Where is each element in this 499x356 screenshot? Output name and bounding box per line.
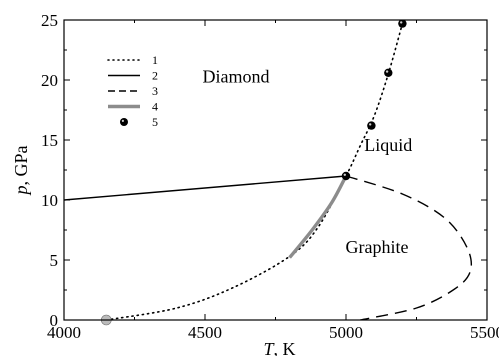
y-axis-unit: , GPa <box>11 145 31 185</box>
marker-dot <box>341 171 351 181</box>
series-5-marker <box>384 68 393 78</box>
series-5-marker <box>398 20 407 28</box>
y-tick-label: 5 <box>50 251 59 270</box>
series-1-line <box>105 22 404 320</box>
marker-highlight <box>343 173 346 176</box>
y-tick-label: 25 <box>41 11 58 30</box>
x-axis-var: T <box>263 339 275 356</box>
marker-highlight <box>400 21 403 24</box>
axes-frame <box>63 19 488 321</box>
x-tick-label: 4500 <box>188 323 222 342</box>
legend-entry-4: 4 <box>108 100 158 114</box>
region-label-diamond: Diamond <box>203 66 270 86</box>
x-axis-label: T, K <box>263 339 295 356</box>
x-axis-unit: , K <box>274 339 296 356</box>
y-tick-label: 0 <box>50 311 59 330</box>
region-label-liquid: Liquid <box>364 135 412 155</box>
y-tick-label: 10 <box>41 191 58 210</box>
legend-marker <box>120 118 128 126</box>
legend-entry-2: 2 <box>108 69 158 83</box>
plot-area <box>64 20 473 320</box>
legend-label: 3 <box>152 84 158 98</box>
legend-entry-1: 1 <box>107 53 158 67</box>
series-5-marker <box>367 121 376 130</box>
marker-highlight <box>385 70 389 73</box>
x-tick-label: 5000 <box>329 323 363 342</box>
axes: 40004500500055000510152025T, Kp, GPa <box>11 11 499 356</box>
legend-label: 5 <box>152 115 158 129</box>
legend-entry-3: 3 <box>108 84 158 98</box>
series-2-line <box>64 175 347 201</box>
x-tick-label: 4000 <box>47 323 81 342</box>
legend-label: 1 <box>152 53 158 67</box>
series-5-marker <box>341 171 351 181</box>
legend-label: 2 <box>152 69 158 83</box>
marker-dot <box>398 20 407 28</box>
marker-dot <box>367 121 376 130</box>
legend-label: 4 <box>152 100 158 114</box>
series-3-line <box>345 175 473 320</box>
series-4-line <box>288 175 348 259</box>
y-tick-label: 20 <box>41 71 58 90</box>
region-labels: Diamond Liquid Graphite <box>203 66 413 256</box>
y-axis-var: p <box>11 186 31 197</box>
y-axis-label: p, GPa <box>11 145 31 196</box>
legend: 1 23 45 <box>107 53 158 129</box>
region-label-graphite: Graphite <box>346 237 409 257</box>
marker-highlight <box>368 123 372 126</box>
marker-dot <box>384 68 393 78</box>
legend-entry-5: 5 <box>120 115 158 129</box>
legend-marker-highlight <box>121 119 124 122</box>
y-tick-label: 15 <box>41 131 58 150</box>
